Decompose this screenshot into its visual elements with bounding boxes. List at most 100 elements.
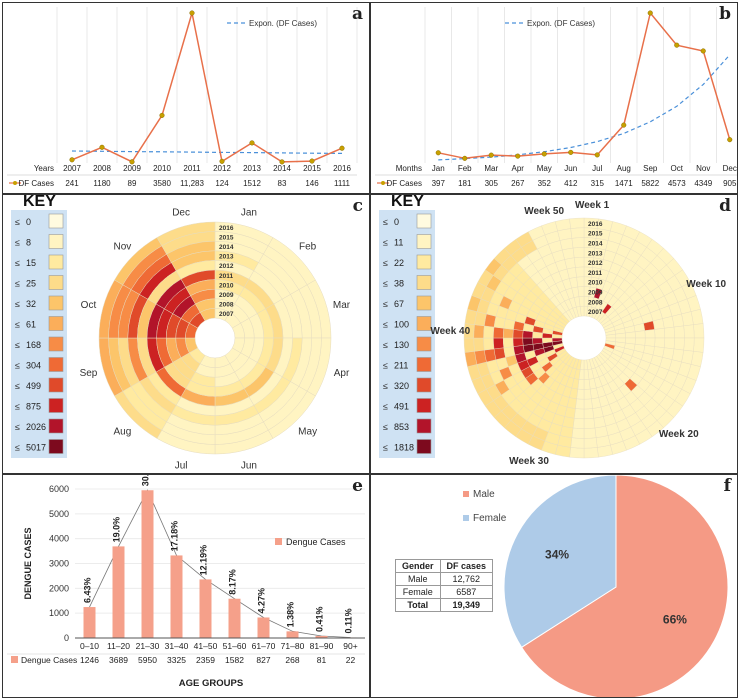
bar: [170, 555, 183, 638]
row-header: Years: [34, 164, 54, 173]
value-label: 181: [458, 179, 472, 188]
panel-label-d: d: [719, 196, 731, 216]
key-symbol: ≤: [383, 258, 388, 268]
heatmap-cell: [572, 247, 585, 259]
y-tick-label: 0: [64, 633, 69, 643]
value-label: 1111: [334, 179, 351, 188]
value-label: 11,283: [180, 179, 204, 188]
key-value: 211: [394, 361, 408, 371]
category-label: 2014: [273, 164, 291, 173]
data-point: [69, 157, 75, 163]
category-label: 31–40: [165, 641, 189, 651]
data-point: [594, 152, 600, 158]
key-value: 2026: [26, 422, 46, 432]
panel-label-e: e: [352, 476, 363, 496]
heatmap-cell: [473, 337, 485, 352]
key-symbol: ≤: [383, 443, 388, 453]
heatmap-cell: [583, 437, 598, 449]
key-swatch: [48, 377, 64, 393]
heatmap-cell: [654, 328, 666, 339]
data-point: [568, 149, 574, 155]
key-swatch: [48, 234, 64, 249]
key-value: 100: [394, 320, 409, 330]
key-swatch: [416, 439, 432, 454]
data-point: [621, 122, 627, 128]
category-label: Jul: [592, 164, 602, 173]
value-label: 241: [65, 179, 79, 188]
category-label: 2007: [63, 164, 81, 173]
category-label: 71–80: [281, 641, 305, 651]
heatmap-cell: [512, 329, 524, 339]
category-label: 2013: [243, 164, 261, 173]
gender-table: Gender DF cases Male 12,762 Female 6587 …: [395, 559, 494, 612]
category-label: 2008: [93, 164, 111, 173]
legend-label: Female: [473, 513, 507, 524]
trend-line: [438, 54, 731, 161]
key-swatch: [48, 254, 64, 270]
bar: [228, 598, 241, 638]
sector-label: Jul: [175, 461, 188, 472]
heatmap-cell: [576, 276, 585, 288]
panel-f-gender-pie-chart: 66% 34% Male Female Gender DF cases Male 12…: [370, 474, 738, 698]
key-symbol: ≤: [15, 320, 20, 330]
key-background: [11, 210, 67, 458]
key-swatch: [416, 418, 432, 434]
data-point: [99, 144, 105, 150]
category-label: 11–20: [107, 641, 130, 651]
age-group-bar-chart: 0 1000 2000 3000 4000 5000 6000 DENGUE CASES 6.4…: [7, 475, 365, 689]
category-label: 2011: [183, 164, 201, 173]
series-name-label: DF Cases: [18, 179, 54, 188]
table-series-swatch: [11, 656, 18, 663]
key-swatch: [416, 357, 432, 372]
key-swatch: [416, 316, 432, 331]
data-point: [541, 151, 547, 157]
percent-label: 8.17%: [228, 569, 238, 595]
sector-label: Week 40: [430, 326, 470, 337]
key-value: 67: [394, 299, 404, 309]
category-label: 2012: [213, 164, 231, 173]
key-swatch: [416, 213, 432, 229]
percent-label: 19.0%: [112, 517, 122, 543]
data-point: [674, 42, 680, 48]
bar: [112, 546, 125, 638]
key-symbol: ≤: [383, 320, 388, 330]
sector-label: Mar: [333, 300, 351, 311]
key-value: 11: [394, 238, 403, 248]
gender-table-header-cases: DF cases: [439, 559, 494, 573]
ring-label: 2011: [588, 270, 602, 277]
key-background: [379, 210, 435, 458]
category-label: 51–60: [223, 641, 247, 651]
sector-label: Dec: [172, 207, 190, 218]
heatmap-cell: [512, 337, 524, 347]
key-symbol: ≤: [383, 361, 388, 371]
heatmap-cell: [644, 329, 656, 339]
key-value: 875: [26, 402, 41, 412]
heatmap-cell: [579, 305, 585, 317]
heatmap-cell: [571, 427, 585, 439]
legend-trend-label: Expon. (DF Cases): [249, 19, 317, 28]
category-label: 2009: [123, 164, 141, 173]
category-label: Aug: [617, 164, 631, 173]
bar: [286, 631, 299, 638]
legend-swatch: [275, 538, 282, 545]
monthly-line-chart: Expon. (DF Cases) Months DF Cases Jan 397 Feb…: [375, 7, 737, 188]
key-symbol: ≤: [15, 217, 20, 227]
sector-label: Sep: [80, 368, 98, 379]
heatmap-cell: [663, 337, 675, 350]
ring-label: 2011: [219, 273, 233, 280]
panel-b-monthly-line-chart: Expon. (DF Cases) Months DF Cases Jan 397 Feb…: [370, 2, 738, 194]
value-label: 268: [285, 655, 299, 665]
heatmap-cell: [583, 388, 592, 400]
panel-a-yearly-line-chart: Expon. (DF Cases) Years DF Cases 2007 241 200…: [2, 2, 370, 194]
key-swatch: [48, 418, 64, 434]
key-symbol: ≤: [383, 299, 388, 309]
gender-table-cell: 12,762: [439, 572, 494, 586]
value-label: 89: [128, 179, 137, 188]
legend-swatch: [463, 515, 469, 521]
legend-series-marker: [13, 181, 17, 185]
gender-table-cell: 6587: [439, 585, 494, 599]
heatmap-cell: [575, 398, 585, 410]
key-swatch: [48, 275, 64, 290]
sector-label: Jun: [241, 461, 257, 472]
value-label: 905: [723, 179, 737, 188]
